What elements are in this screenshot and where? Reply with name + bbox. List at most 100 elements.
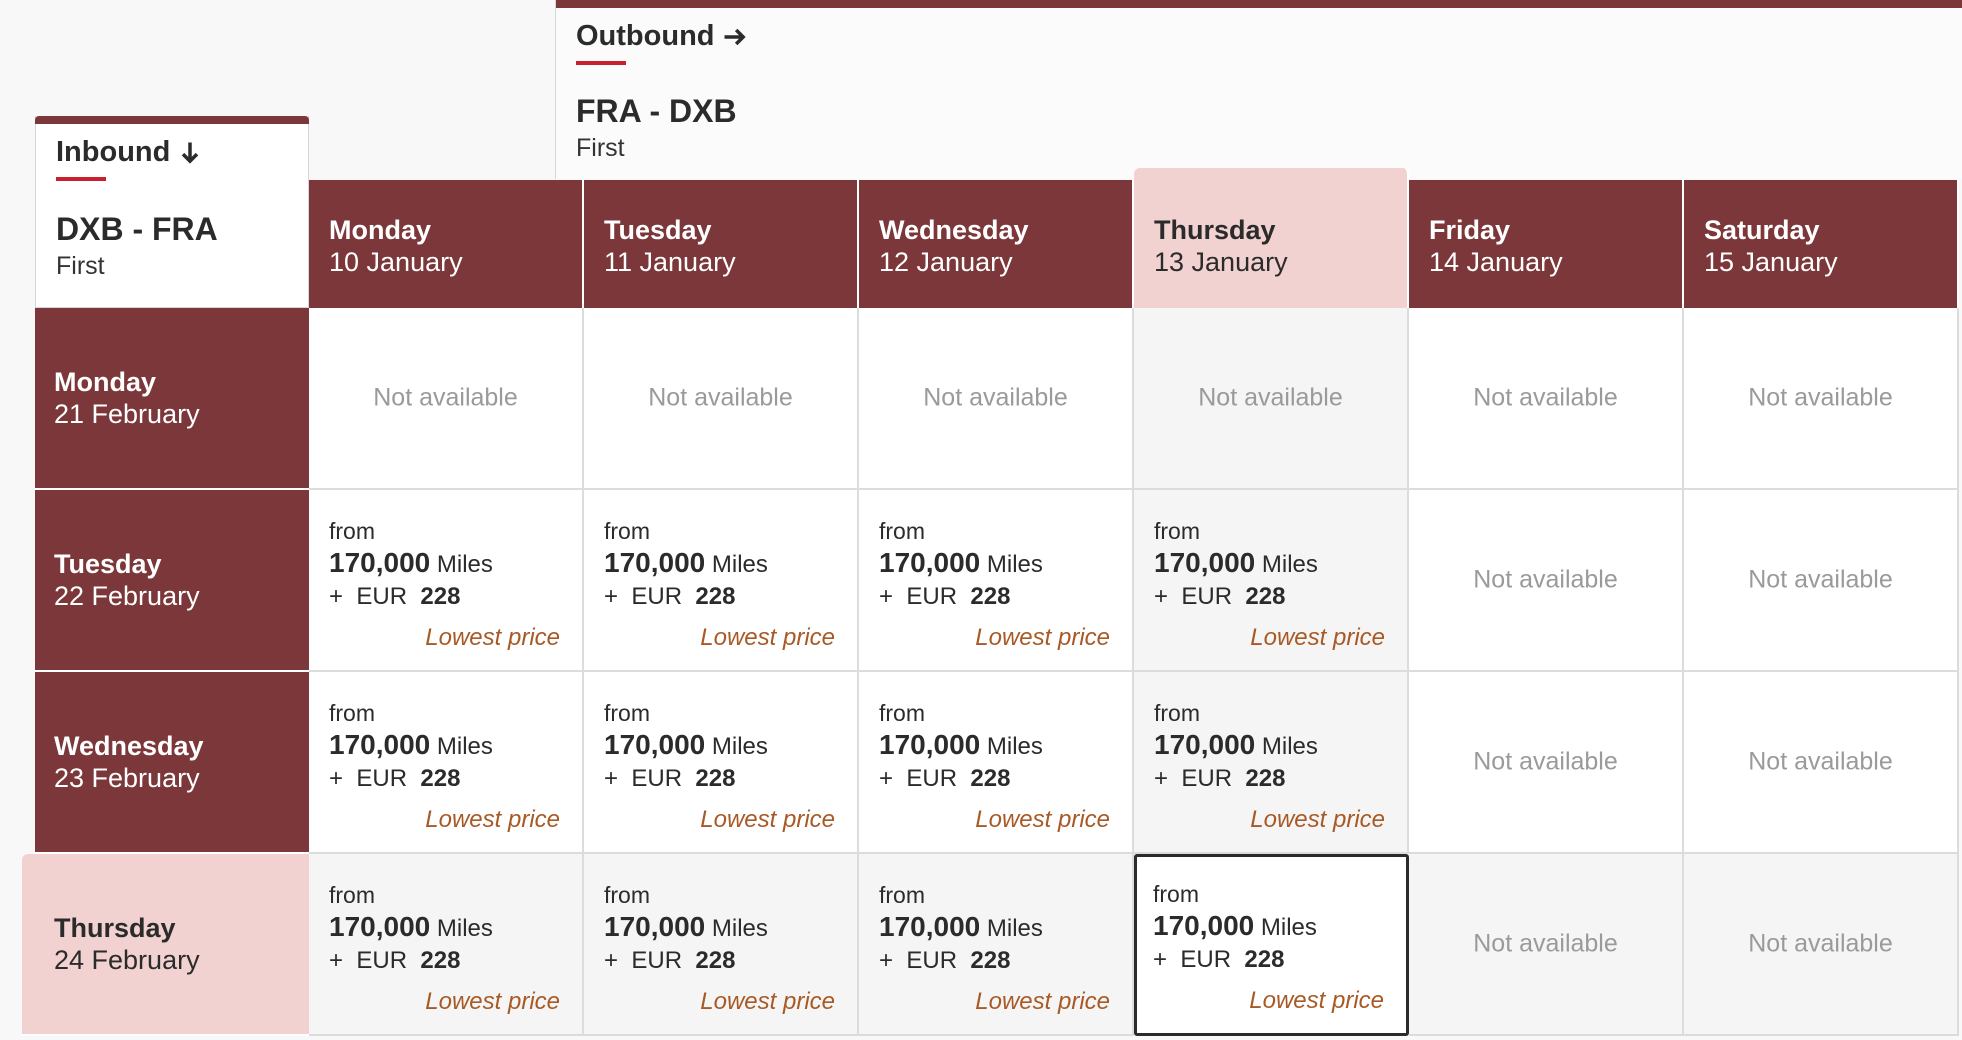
- cash-price: + EUR 228: [879, 582, 1110, 612]
- fare-offer: from 170,000 Miles + EUR 228 Lowest price: [604, 516, 835, 652]
- column-header-tuesday[interactable]: Tuesday 11 January: [584, 180, 859, 308]
- eur-amount: 228: [970, 947, 1011, 974]
- fare-cell-unavailable: Not available: [1409, 672, 1684, 854]
- miles-price: 170,000 Miles: [604, 546, 835, 582]
- lowest-price-label: Lowest price: [700, 988, 835, 1015]
- cash-price: + EUR 228: [329, 582, 560, 612]
- eur-amount: 228: [1244, 946, 1285, 973]
- inbound-title: Inbound: [56, 136, 218, 169]
- column-header-friday[interactable]: Friday 14 January: [1409, 180, 1684, 308]
- arrow-right-icon: [724, 28, 746, 45]
- fare-cell[interactable]: from 170,000 Miles + EUR 228 Lowest price: [859, 672, 1134, 854]
- miles-amount: 170,000: [604, 729, 706, 760]
- miles-amount: 170,000: [1154, 729, 1256, 760]
- column-header-wednesday[interactable]: Wednesday 12 January: [859, 180, 1134, 308]
- from-label: from: [879, 518, 925, 544]
- miles-price: 170,000 Miles: [1154, 728, 1385, 764]
- cash-price: + EUR 228: [1153, 945, 1384, 975]
- column-day-date: 13 January: [1154, 247, 1288, 277]
- fare-cell[interactable]: from 170,000 Miles + EUR 228 Lowest price: [1134, 672, 1409, 854]
- fare-cell-unavailable: Not available: [309, 308, 584, 490]
- fare-cell-unavailable: Not available: [584, 308, 859, 490]
- plus-sign: +: [1154, 765, 1169, 792]
- fare-offer: from 170,000 Miles + EUR 228 Lowest price: [879, 516, 1110, 652]
- fare-cell[interactable]: from 170,000 Miles + EUR 228 Lowest price: [309, 672, 584, 854]
- fare-cell-unavailable: Not available: [1684, 672, 1959, 854]
- miles-price: 170,000 Miles: [879, 910, 1110, 946]
- row-header-tuesday[interactable]: Tuesday 22 February: [35, 490, 309, 672]
- fare-cell[interactable]: from 170,000 Miles + EUR 228 Lowest price: [584, 672, 859, 854]
- miles-amount: 170,000: [1154, 547, 1256, 578]
- miles-unit: Miles: [436, 551, 493, 578]
- not-available-label: Not available: [1473, 383, 1618, 412]
- plus-sign: +: [879, 583, 894, 610]
- eur-amount: 228: [1245, 583, 1286, 610]
- from-label: from: [604, 518, 650, 544]
- plus-sign: +: [1154, 583, 1169, 610]
- currency-label: EUR: [906, 947, 958, 974]
- fare-cell[interactable]: from 170,000 Miles + EUR 228 Lowest price: [584, 854, 859, 1036]
- from-label: from: [879, 882, 925, 908]
- from-label: from: [329, 518, 375, 544]
- fare-offer: from 170,000 Miles + EUR 228 Lowest price: [329, 880, 560, 1016]
- eur-amount: 228: [695, 765, 736, 792]
- miles-amount: 170,000: [1153, 910, 1255, 941]
- row-header-thursday[interactable]: Thursday 24 February: [22, 854, 309, 1036]
- row-day-date: 21 February: [54, 399, 200, 429]
- miles-unit: Miles: [711, 551, 768, 578]
- column-header-monday[interactable]: Monday 10 January: [309, 180, 584, 308]
- currency-label: EUR: [1180, 946, 1232, 973]
- currency-label: EUR: [906, 765, 958, 792]
- plus-sign: +: [329, 583, 344, 610]
- row-header-wednesday[interactable]: Wednesday 23 February: [35, 672, 309, 854]
- column-day-name: Thursday: [1154, 215, 1276, 245]
- currency-label: EUR: [356, 765, 408, 792]
- miles-unit: Miles: [436, 733, 493, 760]
- miles-amount: 170,000: [879, 911, 981, 942]
- miles-amount: 170,000: [604, 547, 706, 578]
- not-available-label: Not available: [1748, 565, 1893, 594]
- fare-cell-unavailable: Not available: [1684, 308, 1959, 490]
- fare-cell[interactable]: from 170,000 Miles + EUR 228 Lowest price: [309, 490, 584, 672]
- column-header-thursday[interactable]: Thursday 13 January: [1134, 168, 1409, 308]
- miles-unit: Miles: [986, 733, 1043, 760]
- fare-cell[interactable]: from 170,000 Miles + EUR 228 Lowest price: [584, 490, 859, 672]
- currency-label: EUR: [1181, 583, 1233, 610]
- fare-cell-unavailable: Not available: [1134, 308, 1409, 490]
- currency-label: EUR: [906, 583, 958, 610]
- miles-amount: 170,000: [879, 729, 981, 760]
- fare-cell[interactable]: from 170,000 Miles + EUR 228 Lowest price: [859, 490, 1134, 672]
- miles-price: 170,000 Miles: [879, 728, 1110, 764]
- row-day-name: Tuesday: [54, 549, 162, 579]
- currency-label: EUR: [631, 583, 683, 610]
- inbound-underline: [56, 177, 106, 181]
- column-day-date: 14 January: [1429, 247, 1563, 277]
- row-day-date: 22 February: [54, 581, 200, 611]
- row-header-monday[interactable]: Monday 21 February: [35, 308, 309, 490]
- inbound-header: Inbound DXB - FRA First: [35, 116, 309, 308]
- fare-cell[interactable]: from 170,000 Miles + EUR 228 Lowest price: [859, 854, 1134, 1036]
- fare-cell[interactable]: from 170,000 Miles + EUR 228 Lowest price: [1134, 854, 1409, 1036]
- arrow-down-icon: [182, 142, 199, 164]
- fare-cell[interactable]: from 170,000 Miles + EUR 228 Lowest price: [1134, 490, 1409, 672]
- from-label: from: [1154, 518, 1200, 544]
- miles-unit: Miles: [986, 551, 1043, 578]
- column-header-saturday[interactable]: Saturday 15 January: [1684, 180, 1959, 308]
- miles-price: 170,000 Miles: [329, 910, 560, 946]
- cash-price: + EUR 228: [329, 764, 560, 794]
- lowest-price-label: Lowest price: [1250, 624, 1385, 651]
- column-day-date: 12 January: [879, 247, 1013, 277]
- miles-unit: Miles: [1261, 733, 1318, 760]
- from-label: from: [1154, 700, 1200, 726]
- fare-cell-unavailable: Not available: [1409, 490, 1684, 672]
- fare-cell-unavailable: Not available: [1684, 490, 1959, 672]
- cash-price: + EUR 228: [1154, 764, 1385, 794]
- column-day-name: Tuesday: [604, 215, 712, 245]
- fare-cell[interactable]: from 170,000 Miles + EUR 228 Lowest price: [309, 854, 584, 1036]
- cash-price: + EUR 228: [879, 946, 1110, 976]
- column-day-date: 10 January: [329, 247, 463, 277]
- miles-unit: Miles: [711, 915, 768, 942]
- plus-sign: +: [604, 583, 619, 610]
- not-available-label: Not available: [1473, 929, 1618, 958]
